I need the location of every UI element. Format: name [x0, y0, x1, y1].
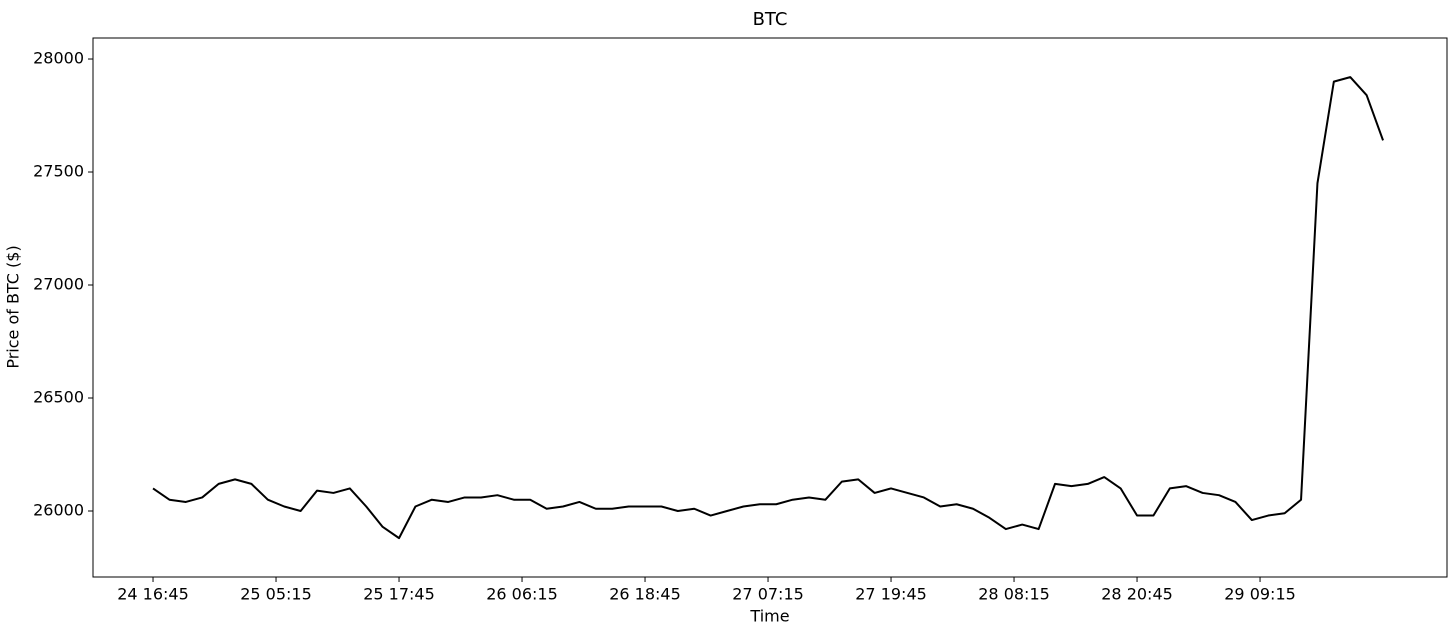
x-tick-label: 24 16:45 [117, 585, 189, 604]
x-tick-label: 25 05:15 [240, 585, 312, 604]
plot-frame [92, 37, 1448, 578]
chart-title: BTC [753, 9, 788, 30]
x-tick-label: 28 08:15 [978, 585, 1050, 604]
x-tick-label: 29 09:15 [1224, 585, 1296, 604]
x-tick-label: 25 17:45 [363, 585, 435, 604]
y-tick-label: 26500 [33, 388, 84, 407]
x-axis-label: Time [749, 607, 789, 626]
x-tick-label: 26 18:45 [609, 585, 681, 604]
y-tick-label: 27500 [33, 162, 84, 181]
y-tick-label: 28000 [33, 49, 84, 68]
y-tick-label: 27000 [33, 275, 84, 294]
x-tick-label: 27 19:45 [855, 585, 927, 604]
price-line [152, 76, 1384, 540]
x-tick-label: 27 07:15 [732, 585, 804, 604]
y-axis-label: Price of BTC ($) [4, 245, 23, 368]
y-tick-label: 26000 [33, 501, 84, 520]
x-tick-label: 26 06:15 [486, 585, 558, 604]
x-tick-label: 28 20:45 [1101, 585, 1173, 604]
